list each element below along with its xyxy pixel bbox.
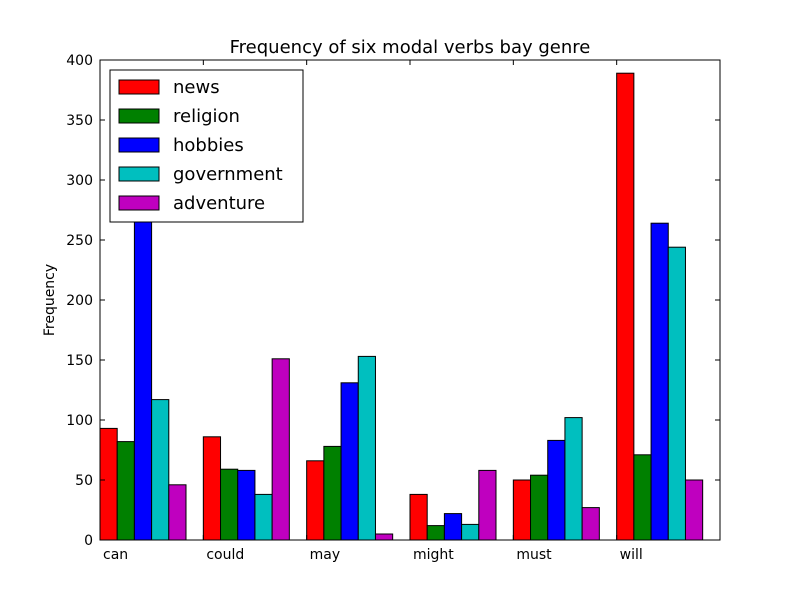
legend-swatch-religion xyxy=(118,108,160,124)
bar-adventure-might xyxy=(478,469,497,541)
bar-government-might xyxy=(461,523,480,541)
legend-label-adventure: adventure xyxy=(173,193,265,214)
chart-title: Frequency of six modal verbs bay genre xyxy=(230,37,591,58)
y-tick-label: 300 xyxy=(66,173,93,189)
ticks-group: 0 50 100 150 200 250 300 350 400 can could may might… xyxy=(66,53,720,563)
legend-label-news: news xyxy=(173,77,220,98)
bar-government-will xyxy=(667,246,686,541)
bar-adventure-must xyxy=(581,507,600,541)
bar-government-may xyxy=(357,355,376,541)
bar-news-may xyxy=(306,460,325,541)
bar-government-can xyxy=(151,399,170,541)
bar-news-can xyxy=(99,427,118,541)
bar-hobbies-must xyxy=(547,439,566,541)
y-tick-label: 250 xyxy=(66,233,93,249)
y-tick-label: 50 xyxy=(75,473,93,489)
bar-government-could xyxy=(254,493,273,541)
bar-religion-will xyxy=(633,454,652,541)
bar-hobbies-may xyxy=(340,382,359,541)
y-tick-label: 200 xyxy=(66,293,93,309)
legend: news religion hobbies government adventure xyxy=(109,69,304,223)
legend-label-hobbies: hobbies xyxy=(173,135,244,156)
legend-swatch-hobbies xyxy=(118,137,160,153)
bar-news-could xyxy=(202,436,222,541)
legend-swatch-news xyxy=(118,79,160,95)
x-tick-label-must: must xyxy=(516,547,552,563)
x-tick-label-may: may xyxy=(310,547,341,563)
bar-religion-might xyxy=(426,525,445,541)
bar-adventure-may xyxy=(374,533,394,541)
bar-hobbies-will xyxy=(650,222,669,541)
x-tick-label-can: can xyxy=(103,547,128,563)
bar-religion-must xyxy=(530,474,549,541)
bar-government-must xyxy=(564,417,583,541)
x-tick-label-could: could xyxy=(206,547,244,563)
y-tick-label: 0 xyxy=(84,533,93,549)
bar-hobbies-could xyxy=(237,469,256,541)
plot-area-frame xyxy=(99,59,721,541)
legend-swatch-government xyxy=(118,166,160,182)
bar-adventure-will xyxy=(684,479,704,541)
bar-news-might xyxy=(409,493,428,541)
y-tick-label: 400 xyxy=(66,53,93,69)
bar-hobbies-might xyxy=(443,513,463,541)
y-tick-label: 150 xyxy=(66,353,93,369)
bar-religion-could xyxy=(220,468,239,541)
legend-label-government: government xyxy=(173,164,283,185)
x-tick-label-will: will xyxy=(620,547,643,563)
bar-hobbies-can xyxy=(133,217,153,541)
y-axis-label: Frequency xyxy=(42,264,58,336)
y-tick-label: 350 xyxy=(66,113,93,129)
bar-news-must xyxy=(512,479,532,541)
bar-adventure-could xyxy=(271,358,290,541)
bar-adventure-can xyxy=(168,484,187,541)
bar-religion-can xyxy=(116,441,135,541)
bar-religion-may xyxy=(323,445,342,541)
legend-swatch-adventure xyxy=(118,195,160,211)
x-tick-label-might: might xyxy=(413,547,454,563)
legend-label-religion: religion xyxy=(173,106,240,127)
bar-news-will xyxy=(616,72,635,541)
y-tick-label: 100 xyxy=(66,413,93,429)
